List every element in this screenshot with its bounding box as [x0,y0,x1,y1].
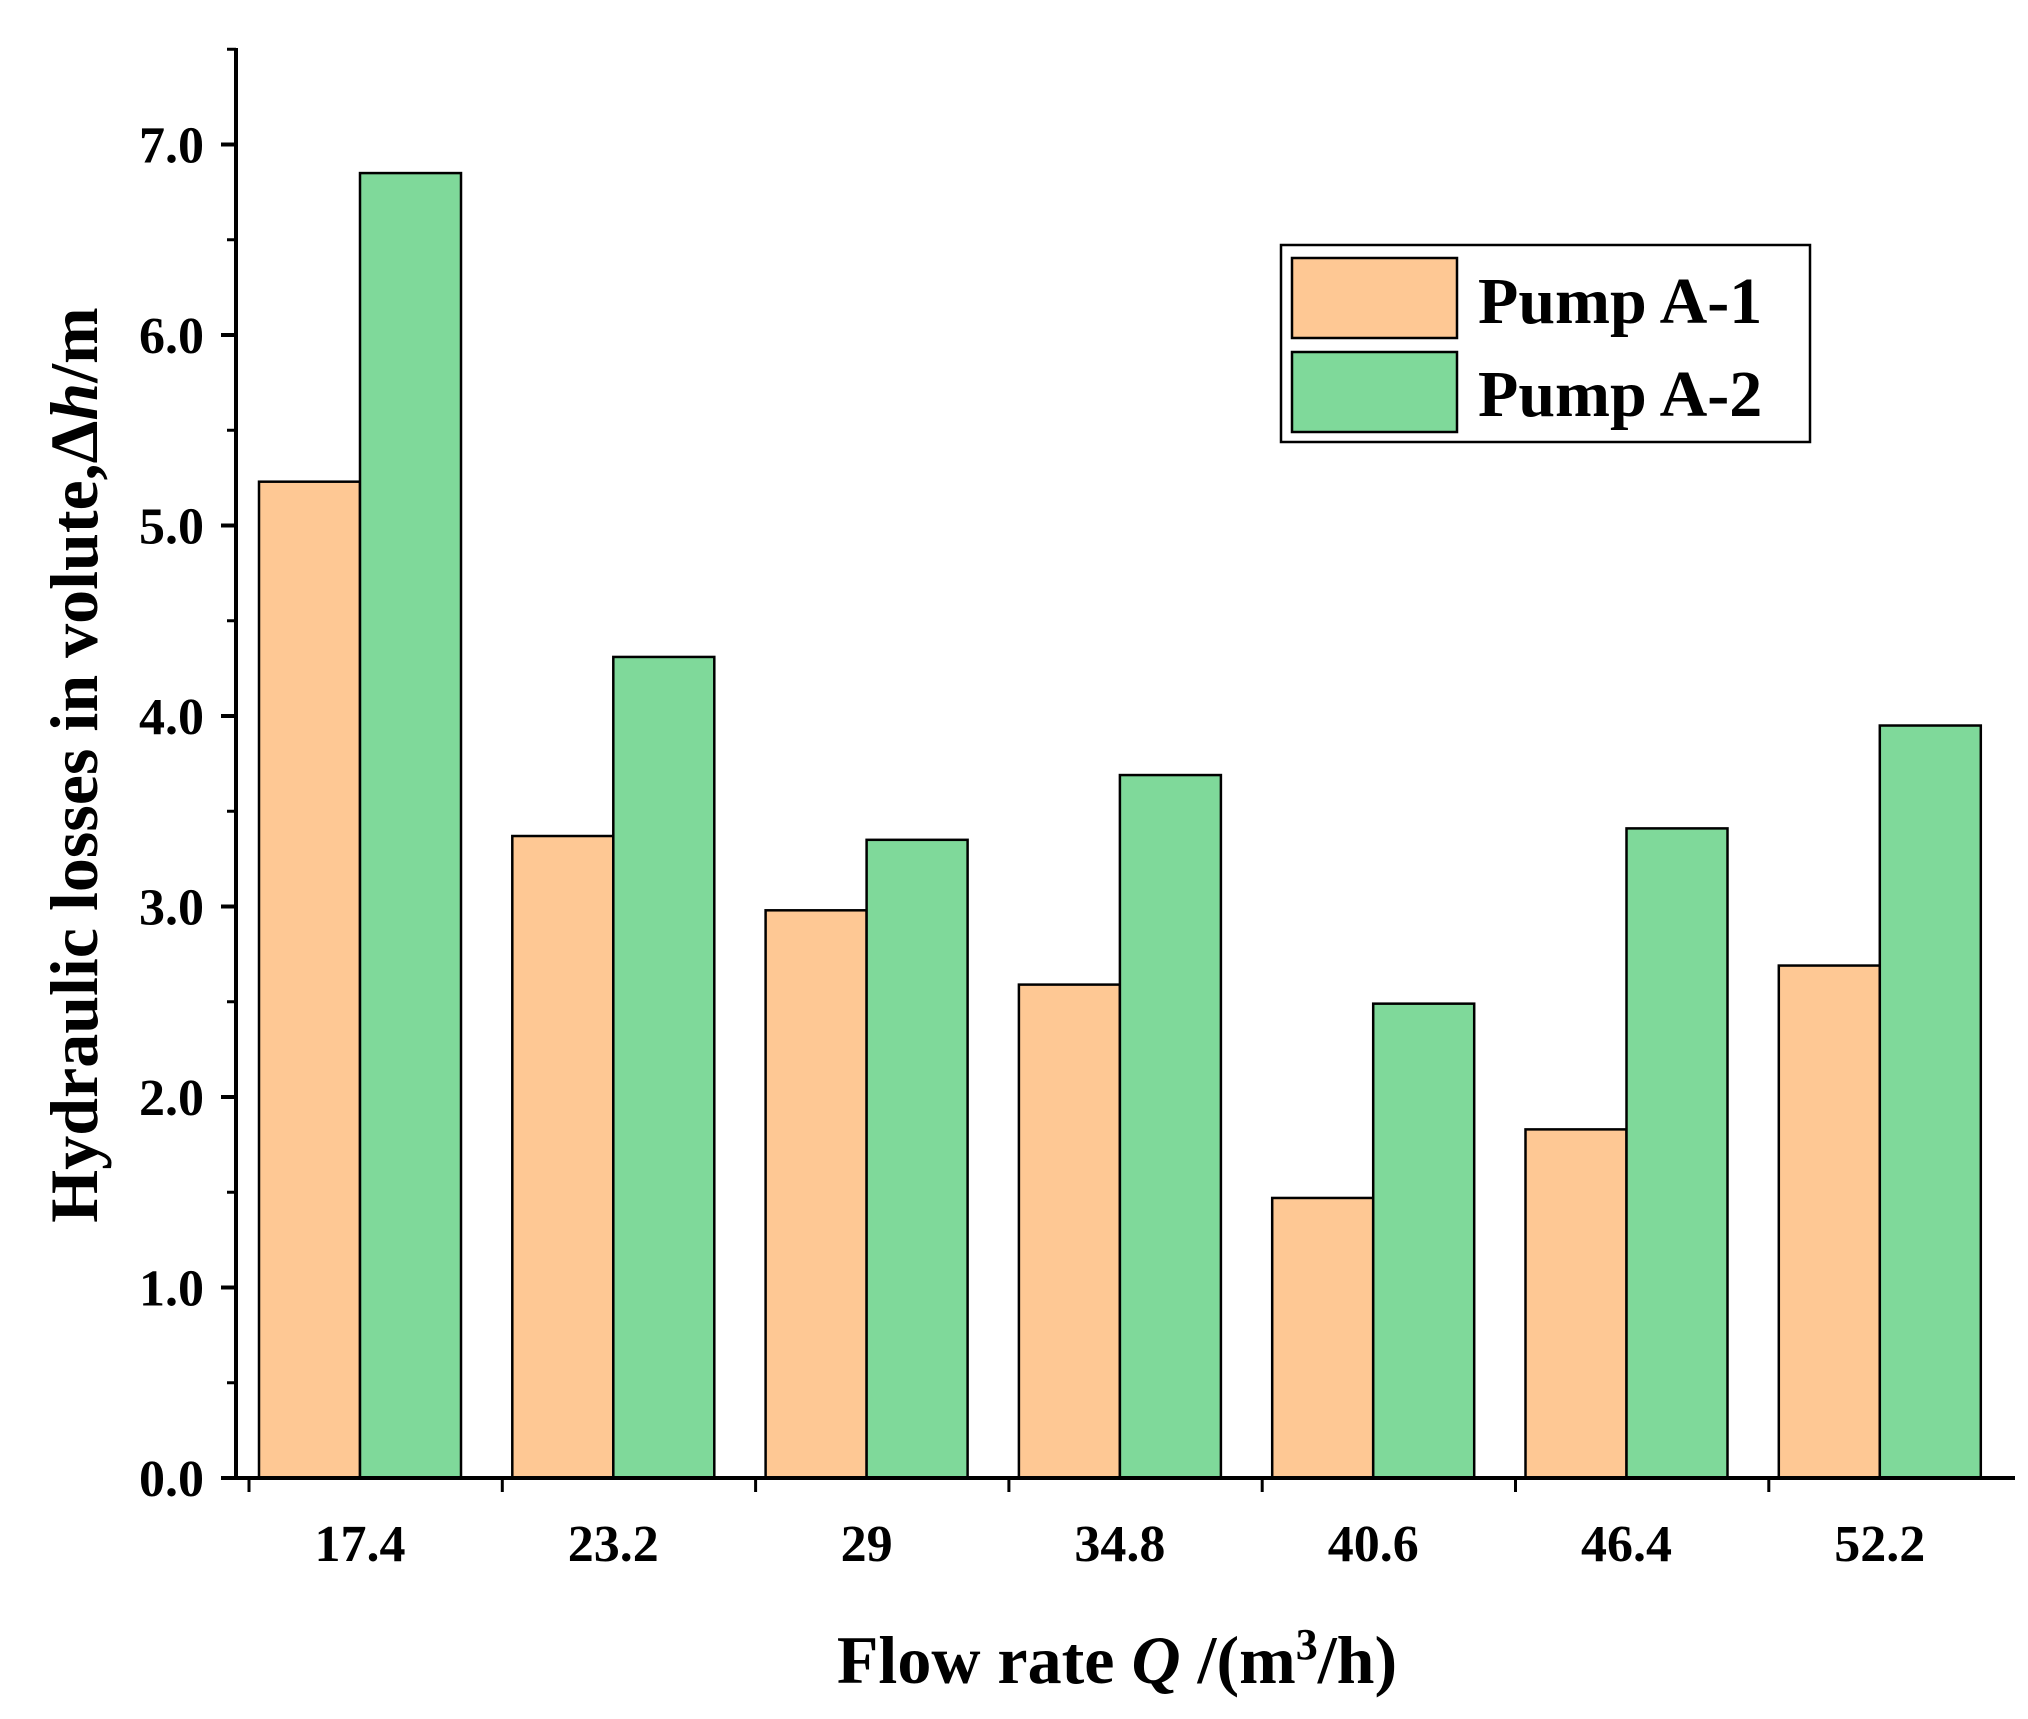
bar-pump-a-2-40-6 [1371,1002,1476,1480]
y-axis-title: Hydraulic losses in volute,Δh/m [36,307,112,1222]
y-tick-label-0-0: 0.0 [139,1451,204,1508]
x-tick-label-52-2: 52.2 [1834,1516,1925,1573]
x-tick-label-17-4: 17.4 [315,1516,406,1573]
plot-area: 0.0 1.0 2.0 3.0 4.0 5.0 6.0 7.0 17.4 23.2 29 34.8 40… [139,47,2015,1573]
legend-swatch-pump-a-1 [1290,256,1459,340]
bar-pump-a-1-46-4 [1524,1128,1628,1480]
bar-pump-a-2-34-8 [1118,773,1223,1480]
bar-pump-a-1-52-2 [1777,964,1882,1480]
bar-pump-a-1-40-6 [1270,1196,1375,1480]
y-tick-label-6-0: 6.0 [139,308,204,365]
x-tick-label-46-4: 46.4 [1581,1516,1672,1573]
legend-label-pump-a-1: Pump A-1 [1478,265,1762,338]
legend-label-pump-a-2: Pump A-2 [1478,358,1762,431]
legend: Pump A-1 Pump A-2 [1279,243,1812,444]
x-tick-label-23-2: 23.2 [568,1516,659,1573]
bar-pump-a-2-46-4 [1625,827,1729,1480]
x-tick-label-29: 29 [841,1516,893,1573]
legend-swatch-pump-a-2 [1290,350,1459,434]
y-tick-label-2-0: 2.0 [139,1070,204,1127]
y-tick-label-7-0: 7.0 [139,118,204,175]
bar-pump-a-1-17-4 [257,480,362,1480]
bar-pump-a-2-29 [865,838,969,1480]
bar-pump-a-1-23-2 [511,834,615,1480]
bar-pump-a-2-52-2 [1878,724,1983,1480]
x-tick-label-40-6: 40.6 [1328,1516,1419,1573]
y-tick-label-5-0: 5.0 [139,499,204,556]
x-tick-label-34-8: 34.8 [1074,1516,1165,1573]
y-tick-label-1-0: 1.0 [139,1261,204,1318]
bar-pump-a-1-29 [764,909,868,1480]
y-tick-label-3-0: 3.0 [139,880,204,937]
bar-pump-a-2-17-4 [358,171,463,1480]
x-axis-title: Flow rate Q /(m3/h) [837,1620,1397,1699]
y-tick-label-4-0: 4.0 [139,689,204,746]
bar-pump-a-2-23-2 [612,655,716,1480]
bar-pump-a-1-34-8 [1017,983,1122,1480]
